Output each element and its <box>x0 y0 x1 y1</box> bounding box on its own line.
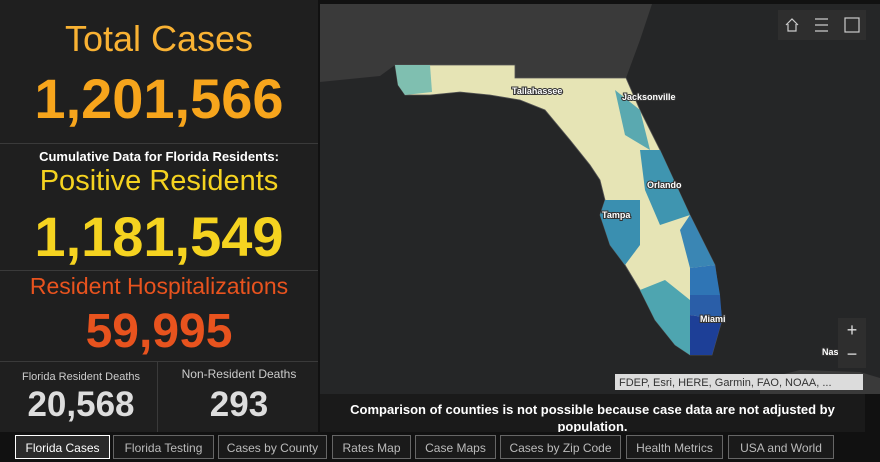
tab[interactable]: Rates Map <box>332 435 411 459</box>
attribution-box <box>615 374 863 390</box>
city-label: Tampa <box>602 210 631 220</box>
divider <box>0 143 318 144</box>
city-label: Nas <box>822 347 839 357</box>
note: Cumulative Data for Florida Residents: <box>39 149 279 164</box>
county <box>395 65 432 95</box>
nonres-deaths-label: Non-Resident Deaths <box>181 367 297 381</box>
county <box>615 90 650 150</box>
divider <box>0 361 318 362</box>
positive-label: Positive Residents <box>39 165 279 197</box>
land <box>320 4 652 82</box>
res-deaths-value: 20,568 <box>27 385 135 424</box>
city-label: Orlando <box>647 180 682 190</box>
legend-button[interactable] <box>815 18 828 32</box>
tab[interactable]: Case Maps <box>415 435 496 459</box>
positive-value: 1,181,549 <box>34 205 284 268</box>
tab[interactable]: Cases by Zip Code <box>500 435 621 459</box>
nonres-deaths-value: 293 <box>209 385 269 424</box>
res-deaths-label: Florida Resident Deaths <box>21 371 140 383</box>
summary-panel: Total Cases 1,201,566 Cumulative Data fo… <box>0 0 318 432</box>
total-cases-label: Total Cases <box>64 18 254 59</box>
tab-bar: Florida Cases Florida Testing Cases by Cou… <box>0 432 880 462</box>
total-cases-value: 1,201,566 <box>34 67 284 130</box>
home-button[interactable] <box>785 18 799 32</box>
map[interactable]: Tallahassee Jacksonville Orlando Tampa M… <box>320 4 880 394</box>
county <box>600 200 640 265</box>
disclaimer: Comparison of counties is not possible b… <box>320 394 865 434</box>
city-label: Tallahassee <box>512 86 562 96</box>
basemap-button[interactable] <box>844 17 860 33</box>
zoom-in[interactable]: + <box>847 320 858 340</box>
tab[interactable]: Health Metrics <box>626 435 723 459</box>
zoom-control <box>838 318 866 368</box>
tab[interactable]: Florida Testing <box>113 435 214 459</box>
county <box>680 215 715 268</box>
attribution: FDEP, Esri, HERE, Garmin, FAO, NOAA, ... <box>619 377 832 389</box>
county <box>640 280 690 355</box>
county <box>690 315 722 355</box>
county <box>690 295 722 320</box>
city-label: Jacksonville <box>622 92 676 102</box>
county <box>690 265 720 295</box>
hosp-value: 59,995 <box>85 305 233 358</box>
city-label: Miami <box>700 314 726 324</box>
tab[interactable]: Florida Cases <box>15 435 110 459</box>
divider <box>157 362 158 432</box>
hosp-label: Resident Hospitalizations <box>29 273 289 299</box>
tab[interactable]: Cases by County <box>218 435 327 459</box>
divider <box>0 270 318 271</box>
tab[interactable]: USA and World <box>728 435 834 459</box>
zoom-out[interactable]: − <box>847 344 858 364</box>
county <box>640 150 690 225</box>
